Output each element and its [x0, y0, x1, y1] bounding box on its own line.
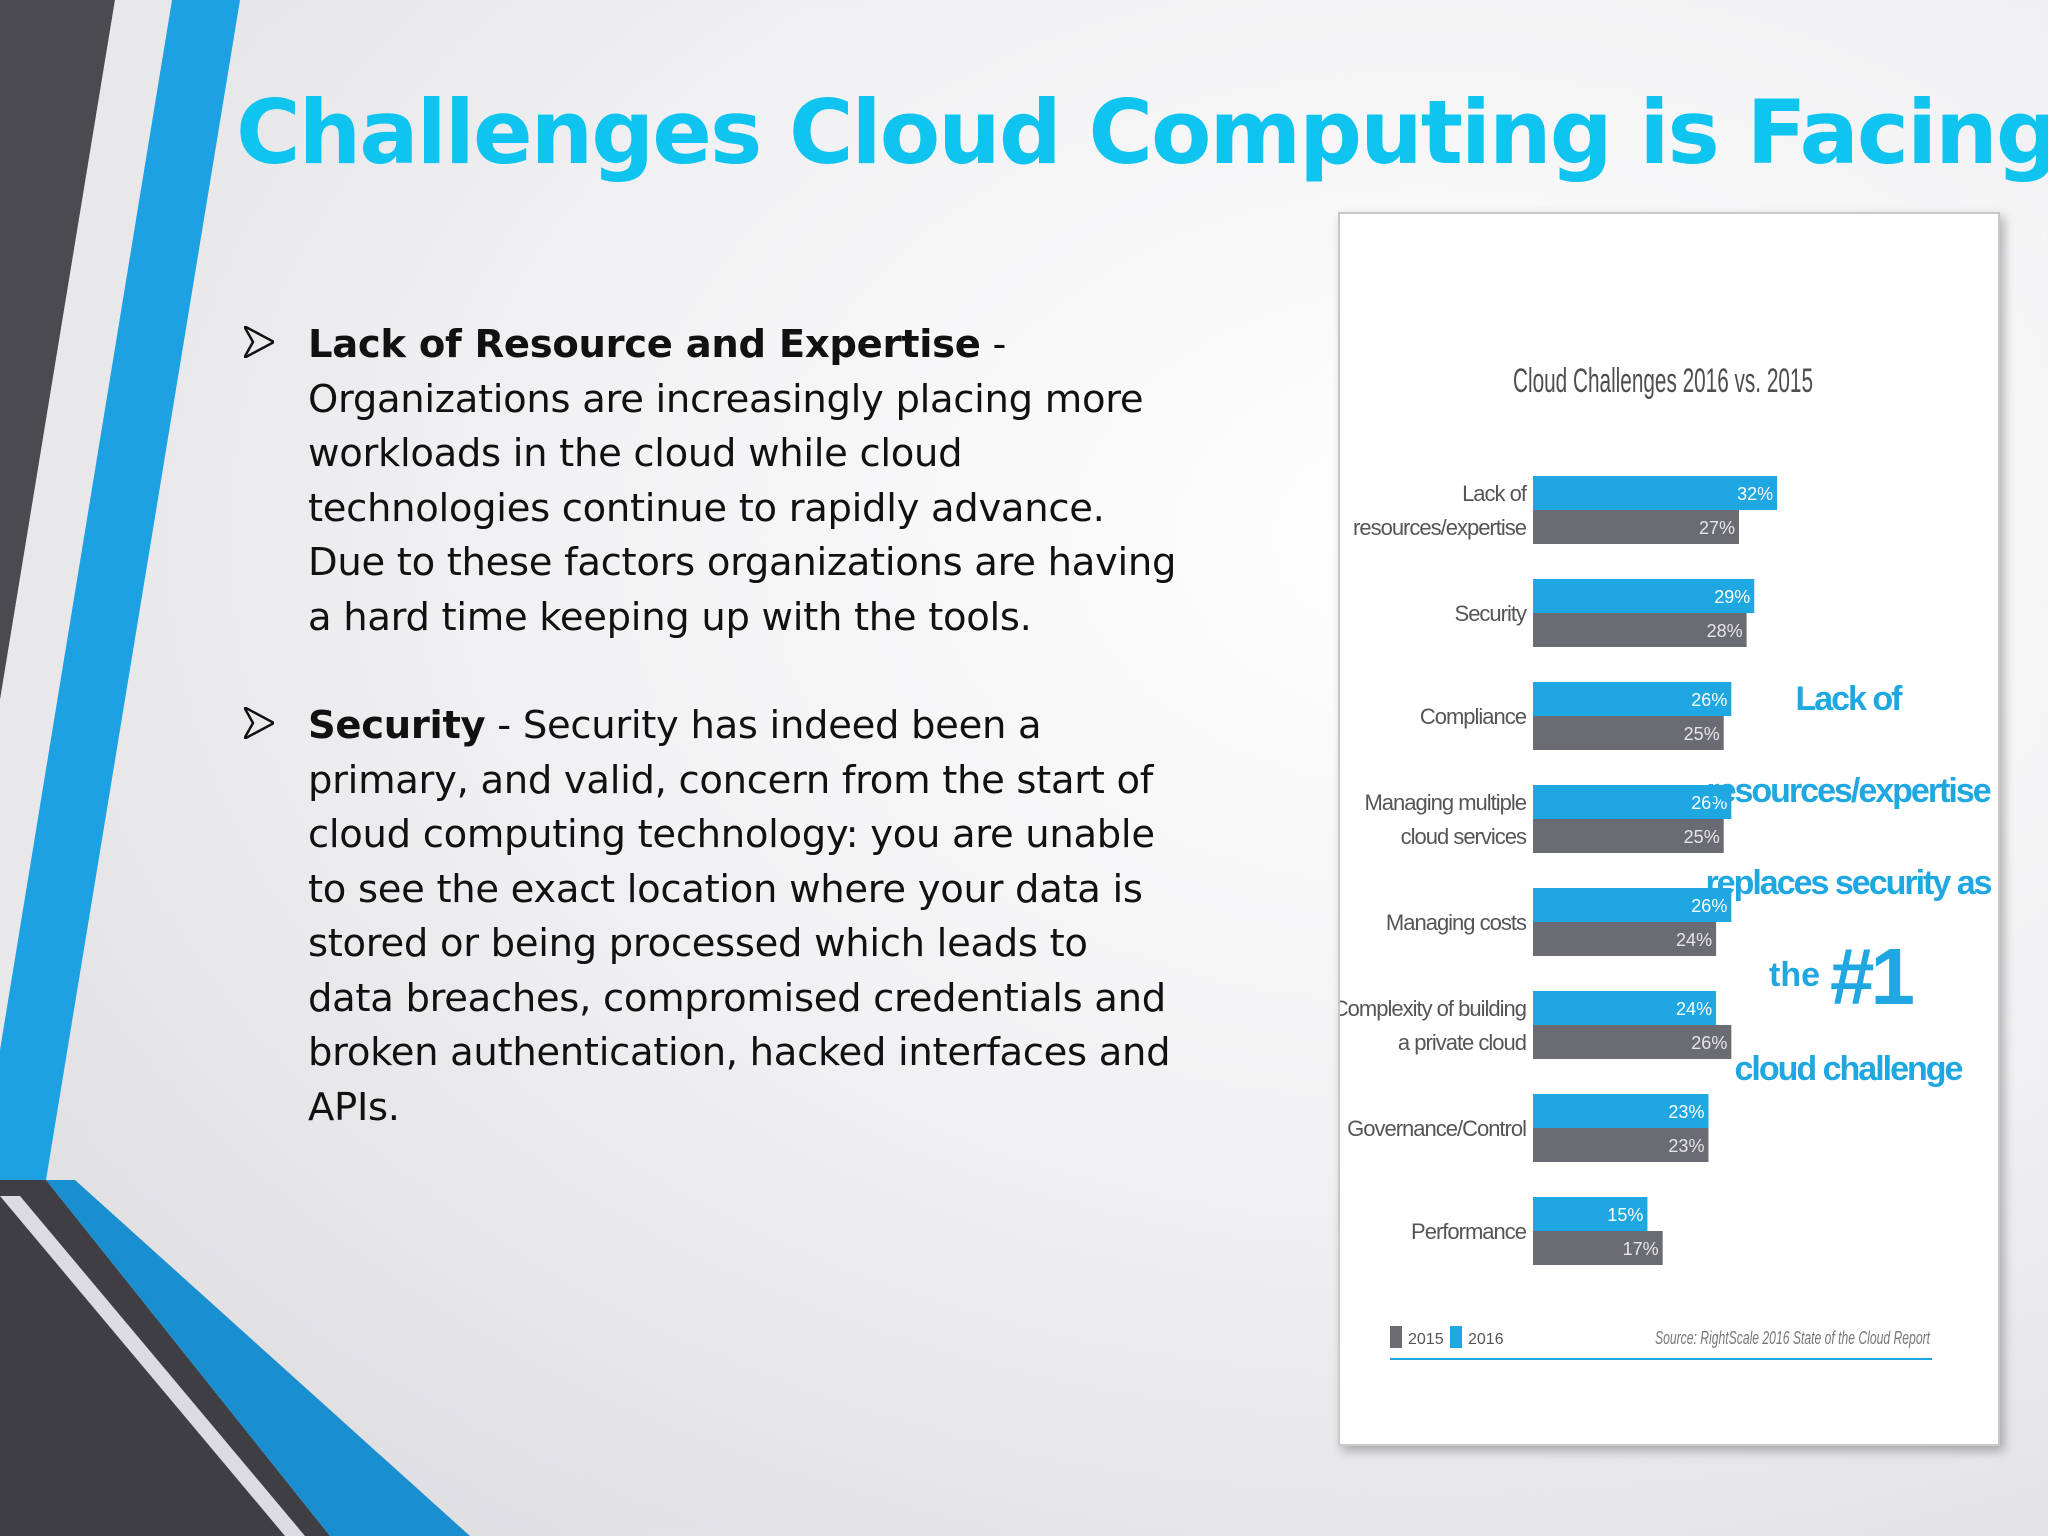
- bar-2015: [1533, 613, 1747, 647]
- bar-value-label: 26%: [1691, 793, 1727, 813]
- blue-stripe-left: [0, 0, 240, 1180]
- category-label: Complexity of building: [1340, 996, 1526, 1021]
- legend-label: 2016: [1468, 1331, 1504, 1348]
- chart-title: Cloud Challenges 2016 vs. 2015: [1513, 362, 1813, 400]
- bar-2016: [1533, 991, 1717, 1025]
- annotation-number: #1: [1830, 932, 1913, 1021]
- bar-2015: [1533, 1128, 1709, 1162]
- bar-2016: [1533, 888, 1732, 922]
- bar-2016: [1533, 682, 1732, 716]
- bar-value-label: 24%: [1676, 930, 1712, 950]
- category-label: cloud services: [1401, 824, 1527, 849]
- arrowhead-bullet-icon: [244, 707, 274, 739]
- legend-swatch-2016: [1450, 1326, 1462, 1348]
- annotation-line: resources/expertise: [1706, 772, 1990, 810]
- chart-image-frame: Cloud Challenges 2016 vs. 2015 Lack of res…: [1338, 212, 2000, 1446]
- bar-value-label: 26%: [1691, 896, 1727, 916]
- bar-2016: [1533, 579, 1755, 613]
- category-label: Managing costs: [1386, 910, 1527, 935]
- light-edge-bottom: [0, 1196, 305, 1536]
- category-label: Compliance: [1420, 704, 1527, 729]
- bar-2015: [1533, 716, 1724, 750]
- bar-value-label: 28%: [1707, 621, 1743, 641]
- legend-swatch-2015: [1390, 1326, 1402, 1348]
- bullet-heading: Lack of Resource and Expertise: [308, 322, 981, 367]
- bar-2015: [1533, 819, 1724, 853]
- bar-value-label: 24%: [1676, 999, 1712, 1019]
- annotation-line: Lack of: [1795, 680, 1903, 718]
- bar-value-label: 26%: [1691, 690, 1727, 710]
- bar-2016: [1533, 1094, 1709, 1128]
- bullet-text: Lack of Resource and Expertise - Organiz…: [308, 318, 1184, 645]
- annotation-line: the: [1769, 956, 1820, 994]
- bullet-text: Security - Security has indeed been a pr…: [308, 699, 1184, 1135]
- chart-source: Source: RightScale 2016 State of the Clo…: [1655, 1328, 1931, 1348]
- bar-value-label: 15%: [1607, 1205, 1643, 1225]
- bar-value-label: 29%: [1714, 587, 1750, 607]
- bar-2015: [1533, 1231, 1663, 1265]
- bar-2015: [1533, 510, 1739, 544]
- arrowhead-bullet-icon: [244, 326, 274, 358]
- bar-2016: [1533, 1197, 1648, 1231]
- bar-value-label: 27%: [1699, 518, 1735, 538]
- dark-stripe-bottom: [0, 1180, 330, 1536]
- annotation-line: cloud challenge: [1735, 1050, 1963, 1088]
- bullet-lack-of-resource: Lack of Resource and Expertise - Organiz…: [244, 318, 1184, 645]
- category-label: Security: [1455, 601, 1527, 626]
- bar-2016: [1533, 785, 1732, 819]
- bar-2015: [1533, 922, 1717, 956]
- bar-value-label: 26%: [1691, 1033, 1727, 1053]
- category-label: Managing multiple: [1364, 790, 1526, 815]
- bullet-body: - Organizations are increasingly placing…: [308, 322, 1177, 640]
- bar-value-label: 25%: [1684, 827, 1720, 847]
- category-label: Performance: [1411, 1219, 1527, 1244]
- bar-value-label: 32%: [1737, 484, 1773, 504]
- bar-value-label: 25%: [1684, 724, 1720, 744]
- legend-label: 2015: [1408, 1331, 1444, 1348]
- category-label: a private cloud: [1398, 1030, 1526, 1055]
- bullet-security: Security - Security has indeed been a pr…: [244, 699, 1184, 1135]
- bar-value-label: 17%: [1623, 1239, 1659, 1259]
- annotation-line: replaces security as: [1705, 864, 1991, 902]
- bullet-body: - Security has indeed been a primary, an…: [308, 703, 1171, 1130]
- bar-value-label: 23%: [1668, 1136, 1704, 1156]
- cloud-challenges-chart: Cloud Challenges 2016 vs. 2015 Lack of res…: [1340, 362, 1994, 1360]
- category-label: resources/expertise: [1353, 515, 1527, 540]
- bar-value-label: 23%: [1668, 1102, 1704, 1122]
- category-label: Governance/Control: [1347, 1116, 1526, 1141]
- category-label: Lack of: [1462, 481, 1528, 506]
- blue-stripe-bottom: [46, 1180, 470, 1536]
- bullet-heading: Security: [308, 703, 486, 748]
- bar-2016: [1533, 476, 1778, 510]
- bullet-list: Lack of Resource and Expertise - Organiz…: [244, 318, 1184, 1189]
- bar-2015: [1533, 1025, 1732, 1059]
- slide-title: Challenges Cloud Computing is Facing: [236, 81, 2048, 184]
